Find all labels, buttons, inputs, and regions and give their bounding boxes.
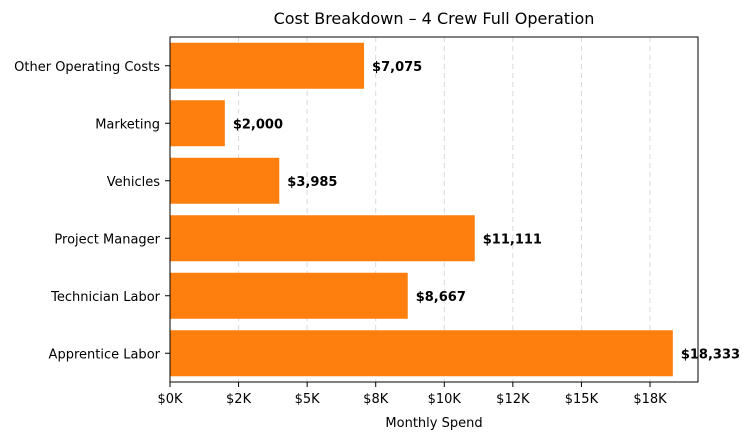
y-tick-label: Technician Labor: [50, 290, 160, 305]
x-tick-label: $15K: [565, 392, 599, 407]
bar: [170, 272, 408, 319]
bar: [170, 330, 673, 377]
x-axis-label: Monthly Spend: [385, 416, 482, 431]
bar-value-label: $7,075: [372, 60, 422, 75]
plot-frame: [169, 36, 699, 383]
bar: [170, 42, 365, 89]
bar-value-label: $8,667: [416, 290, 466, 305]
bar: [170, 215, 475, 262]
x-tick-label: $8K: [363, 392, 389, 407]
bar-value-label: $3,985: [287, 175, 337, 190]
y-tick-label: Project Manager: [54, 232, 160, 247]
bar-value-label: $11,111: [483, 232, 542, 247]
bar: [170, 157, 280, 204]
x-tick-label: $5K: [295, 392, 321, 407]
y-tick-label: Vehicles: [107, 175, 160, 190]
y-tick-label: Apprentice Labor: [49, 347, 161, 362]
bar: [170, 100, 225, 147]
y-tick-label: Other Operating Costs: [14, 60, 160, 75]
chart-title: Cost Breakdown – 4 Crew Full Operation: [274, 9, 595, 28]
bar-value-label: $18,333: [681, 347, 740, 362]
x-tick-label: $0K: [157, 392, 183, 407]
x-tick-label: $12K: [496, 392, 530, 407]
y-tick-label: Marketing: [95, 117, 160, 132]
x-tick-label: $2K: [226, 392, 252, 407]
bar-value-label: $2,000: [233, 117, 283, 132]
x-tick-label: $10K: [428, 392, 462, 407]
x-tick-label: $18K: [633, 392, 667, 407]
